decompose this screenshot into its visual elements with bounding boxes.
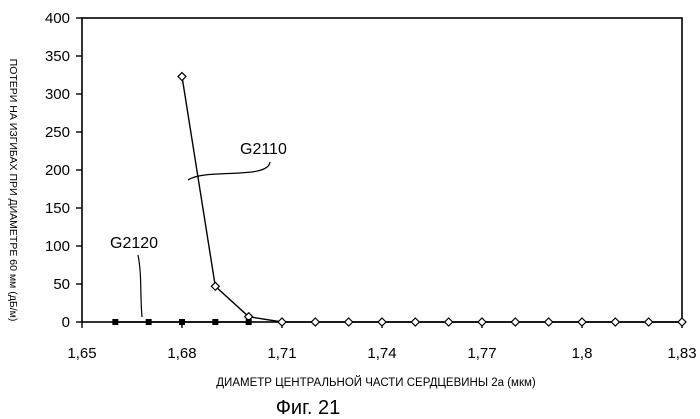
y-tick-label: 350 [45, 48, 70, 65]
annotation-g2120: G2120 [110, 235, 158, 252]
series-layer [112, 73, 686, 326]
x-ticks: 1,65 1,68 1,71 1,74 1,77 1,8 1,83 [67, 322, 696, 362]
data-point [511, 318, 519, 326]
y-tick-label: 100 [45, 238, 70, 255]
data-point [645, 318, 653, 326]
y-tick-label: 150 [45, 200, 70, 217]
data-point [311, 318, 319, 326]
x-tick-label: 1,65 [67, 345, 96, 362]
data-point [112, 319, 118, 325]
annotations: G2110 G2120 [110, 141, 287, 317]
plot-frame [82, 18, 682, 322]
data-point [545, 318, 553, 326]
series-line [182, 77, 682, 323]
data-point [445, 318, 453, 326]
y-tick-label: 300 [45, 86, 70, 103]
data-point [246, 319, 252, 325]
data-point [146, 319, 152, 325]
data-point [378, 318, 386, 326]
x-tick-label: 1,71 [267, 345, 296, 362]
leader-line-g2110 [188, 162, 270, 180]
x-tick-label: 1,77 [467, 345, 496, 362]
y-tick-label: 200 [45, 162, 70, 179]
y-tick-label: 250 [45, 124, 70, 141]
x-tick-label: 1,8 [572, 345, 593, 362]
plot-area-border [82, 18, 682, 322]
figure-caption: Фиг. 21 [276, 397, 341, 419]
data-point [478, 318, 486, 326]
data-point [578, 318, 586, 326]
y-tick-label: 0 [62, 314, 70, 331]
leader-line-g2120 [138, 255, 142, 317]
y-axis-label: ПОТЕРИ НА ИЗГИБАХ ПРИ ДИАМЕТРЕ 60 мм (дБ… [7, 59, 19, 322]
data-point [411, 318, 419, 326]
data-point [611, 318, 619, 326]
series-g2120 [112, 319, 251, 325]
annotation-g2110: G2110 [240, 141, 287, 158]
data-point [179, 319, 185, 325]
x-tick-label: 1,68 [167, 345, 196, 362]
y-tick-label: 50 [53, 276, 70, 293]
x-tick-label: 1,83 [667, 345, 696, 362]
data-point [212, 319, 218, 325]
data-point [278, 318, 286, 326]
x-axis-label: ДИАМЕТР ЦЕНТРАЛЬНОЙ ЧАСТИ СЕРДЦЕВИНЫ 2а … [216, 376, 536, 389]
data-point [178, 73, 186, 81]
data-point [678, 318, 686, 326]
series-g2110 [178, 73, 686, 326]
y-tick-label: 400 [45, 10, 70, 27]
x-tick-label: 1,74 [367, 345, 396, 362]
y-ticks: 0 50 100 150 200 250 300 350 400 [45, 10, 82, 331]
data-point [345, 318, 353, 326]
